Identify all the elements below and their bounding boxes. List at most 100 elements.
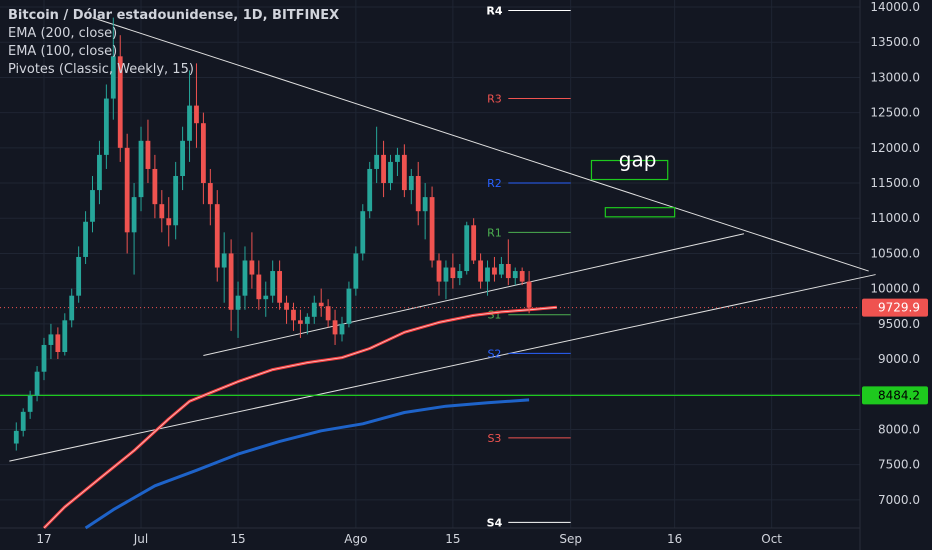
pivot-label-r4: R4: [486, 5, 502, 18]
candle-body: [291, 309, 296, 321]
candle-body: [97, 154, 102, 191]
candle-body: [214, 204, 220, 268]
candle-body: [242, 260, 248, 296]
ema100-indicator-label[interactable]: EMA (100, close): [8, 44, 118, 59]
candle-body: [270, 271, 276, 296]
candle-body: [325, 306, 331, 321]
candle-body: [415, 176, 421, 212]
trend-line: [92, 17, 869, 272]
candle-body: [422, 197, 428, 212]
pivot-label-r3: R3: [487, 93, 502, 106]
candle-body: [304, 316, 310, 324]
candle-body: [388, 161, 393, 184]
y-tick-label: 9000.0: [878, 352, 920, 366]
price-tag-label: 9729.9: [878, 301, 920, 315]
candle-body: [76, 256, 82, 296]
candle-body: [519, 271, 525, 282]
candle-body: [339, 323, 345, 335]
candle-body: [41, 344, 47, 372]
gap-annotation-text: gap: [619, 148, 657, 172]
pivots-indicator-label[interactable]: Pivotes (Classic, Weekly, 15): [8, 62, 194, 77]
pivot-label-r2: R2: [487, 177, 502, 190]
candle-body: [207, 183, 213, 205]
symbol-title[interactable]: Bitcoin / Dólar estadounidense, 1D, BITF…: [8, 8, 340, 23]
candle-body: [34, 371, 40, 396]
candle-body: [180, 140, 185, 176]
candle-body: [360, 211, 366, 254]
candle-body: [492, 267, 497, 275]
trend-line: [203, 233, 745, 357]
candle-body: [478, 260, 483, 282]
candle-body: [505, 264, 511, 279]
x-tick-label: 15: [445, 532, 460, 546]
gap-box: [590, 159, 669, 181]
pivot-levels: R4 R3 R2 R1 S1 S2 S3 S4: [486, 5, 571, 529]
candle-body: [55, 334, 61, 352]
candle-body: [103, 98, 109, 155]
ema-fast-highlight: [43, 306, 557, 529]
candle-body: [48, 334, 54, 345]
candle-body: [138, 140, 144, 198]
y-tick-label: 10000.0: [870, 282, 920, 296]
candle-body: [200, 123, 206, 184]
x-tick-label: Ago: [344, 532, 367, 546]
y-tick-label: 12000.0: [870, 141, 920, 155]
candle-body: [526, 281, 532, 308]
candle-body: [353, 253, 359, 289]
y-tick-label: 11500.0: [870, 176, 920, 190]
candle-body: [408, 176, 414, 191]
ema200-indicator-label[interactable]: EMA (200, close): [8, 26, 118, 41]
candle-body: [110, 56, 116, 99]
x-tick-label: Jul: [133, 532, 148, 546]
candle-body: [235, 295, 241, 310]
gap-boxes: gap: [590, 148, 676, 218]
pivot-label-s2: S2: [487, 347, 501, 360]
y-tick-label: 12500.0: [870, 106, 920, 120]
candle-body: [228, 253, 234, 310]
candle-body: [284, 302, 289, 310]
candle-body: [512, 271, 518, 279]
x-tick-label: 15: [230, 532, 245, 546]
price-tag: 9729.9: [862, 298, 928, 317]
y-tick-label: 7500.0: [878, 458, 920, 472]
candle-body: [83, 221, 88, 257]
chart-legend: Bitcoin / Dólar estadounidense, 1D, BITF…: [8, 7, 339, 79]
candle-body: [27, 395, 33, 412]
y-axis: 14000.0 13500.0 13000.0 12500.0 12000.0 11500…: [870, 0, 920, 507]
candle-body: [367, 168, 373, 212]
candle-body: [277, 271, 283, 303]
candle-body: [471, 225, 477, 261]
candle-body: [498, 264, 504, 275]
y-tick-label: 13000.0: [870, 70, 920, 84]
candle-body: [401, 154, 407, 191]
y-tick-label: 13500.0: [870, 35, 920, 49]
candle-body: [90, 190, 95, 222]
candle-body: [69, 295, 75, 321]
y-tick-label: 10500.0: [870, 246, 920, 260]
y-tick-label: 14000.0: [870, 0, 920, 14]
candle-body: [187, 105, 192, 141]
candle-body: [395, 154, 400, 162]
candle-body: [173, 176, 179, 226]
candle-body: [346, 288, 352, 324]
candle-body: [450, 267, 456, 279]
candles: [13, 17, 532, 451]
candle-body: [311, 302, 317, 317]
candle-body: [145, 140, 151, 169]
candle-body: [159, 204, 165, 219]
gap-box: [604, 207, 676, 218]
y-tick-label: 7000.0: [878, 493, 920, 507]
candle-body: [436, 260, 442, 282]
y-tick-label: 11000.0: [870, 211, 920, 225]
price-tag-bg: [862, 298, 928, 317]
candle-body: [381, 154, 386, 184]
candle-body: [457, 271, 463, 279]
price-tag-label: 8484.2: [878, 388, 920, 402]
x-tick-label: 16: [667, 532, 682, 546]
candle-body: [429, 197, 435, 261]
candle-body: [263, 295, 269, 300]
candle-body: [194, 105, 199, 124]
candle-body: [131, 197, 137, 233]
